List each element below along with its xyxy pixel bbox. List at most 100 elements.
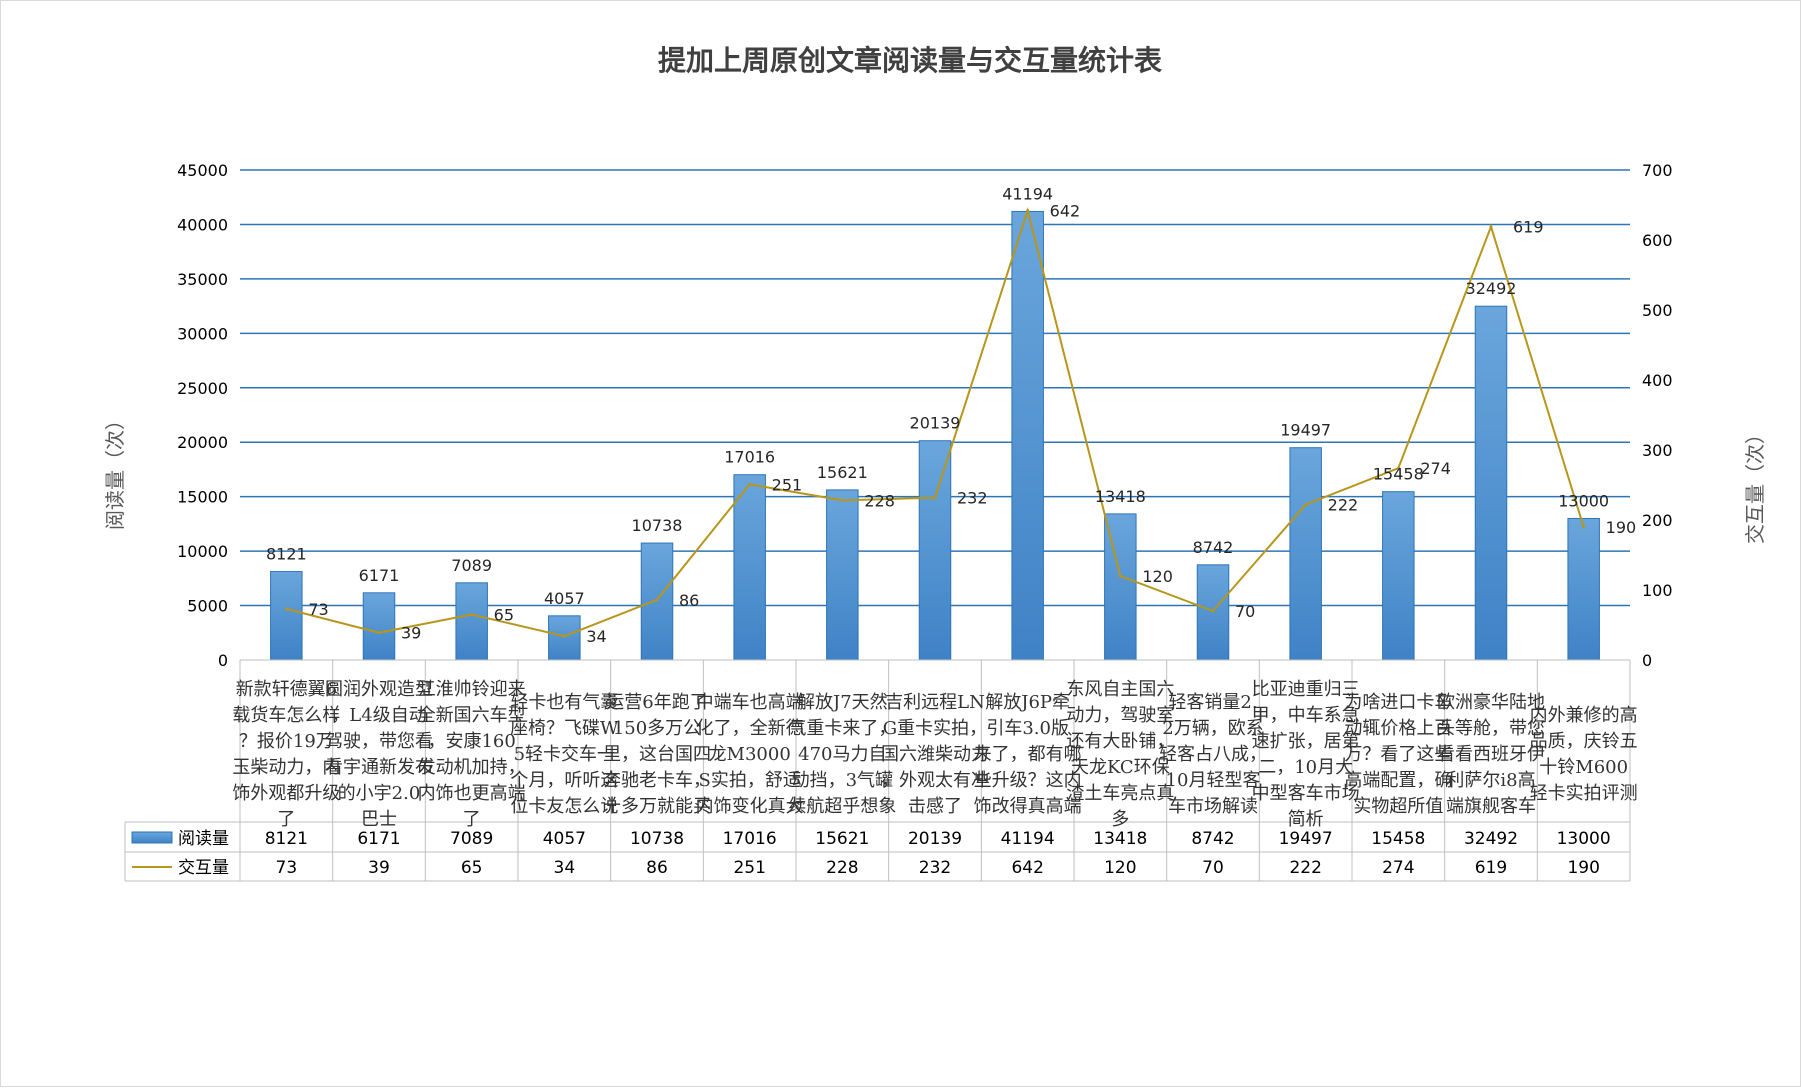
bar-data-label: 17016 [724, 448, 775, 467]
bar [918, 440, 952, 661]
table-cell-reads: 17016 [723, 829, 777, 849]
table-cell-interactions: 642 [1011, 858, 1043, 878]
line-point [933, 496, 937, 500]
y-left-axis-title: 阅读量（次） [103, 410, 127, 530]
table-cell-interactions: 34 [554, 858, 576, 878]
line-point [748, 482, 752, 486]
category-label: 欧洲豪华陆地头等舱，带您看看西班牙伊利萨尔i8高端旗舰客车 [1437, 692, 1545, 817]
bar [548, 615, 581, 661]
line-point [1396, 466, 1400, 470]
line-point [284, 607, 288, 611]
table-cell-interactions: 251 [733, 858, 765, 878]
line-data-label: 251 [772, 475, 803, 494]
line-data-label: 274 [1420, 459, 1451, 478]
table-cell-reads: 19497 [1279, 829, 1333, 849]
line-point [1026, 209, 1030, 213]
y-right-tick-label: 200 [1642, 511, 1673, 530]
line-data-label: 642 [1050, 202, 1081, 221]
table-cell-reads: 8742 [1191, 829, 1234, 849]
category-label: 运营6年跑了 150多万公里，这台国四奔驰老卡车，十多万就能买 [603, 692, 711, 817]
bar [270, 571, 303, 661]
category-label: 吉利远程LN G重卡实拍，国六潍柴动力，外观太有冲击感了 [881, 692, 989, 817]
category-label: 东风自主国六动力，驾驶室还有大卧铺，天龙KC环保渣土车亮点真多 [1066, 679, 1174, 830]
y-right-tick-label: 600 [1642, 231, 1673, 250]
table-cell-interactions: 228 [826, 858, 858, 878]
bar [640, 542, 674, 661]
table-cell-reads: 13418 [1093, 829, 1147, 849]
category-label: 中端车也高端化了，全新德龙M3000 S实拍，舒适内饰变化真大 [696, 692, 804, 817]
line-point [1118, 574, 1122, 578]
data-labels: 8121 6171 7089 4057 10738 17016 15621 20139 4119… [266, 184, 1636, 646]
bar-data-label: 13000 [1558, 491, 1609, 510]
category-label: 江淮帅铃迎来全新国六车型，安康160 发动机加持，内饰也更高端了 [418, 679, 526, 830]
table-cell-interactions: 120 [1104, 858, 1136, 878]
table-cell-reads: 7089 [450, 829, 493, 849]
table-cell-reads: 10738 [630, 829, 684, 849]
table-cell-interactions: 73 [276, 858, 298, 878]
bar [1474, 305, 1508, 661]
line-data-label: 65 [494, 606, 514, 625]
line-point [840, 498, 844, 502]
bar-data-label: 32492 [1466, 279, 1517, 298]
category-label: 比亚迪重归三甲，中车系急速扩张，居第二，10月大中型客车市场简析 [1252, 679, 1360, 830]
y-right-tick-label: 300 [1642, 441, 1673, 460]
line-data-label: 70 [1235, 602, 1255, 621]
bar-data-label: 8742 [1193, 538, 1234, 557]
bar-data-label: 8121 [266, 545, 307, 564]
y-left-tick-label: 25000 [177, 379, 228, 398]
y-left-tick-label: 10000 [177, 542, 228, 561]
table-cell-reads: 15458 [1371, 829, 1425, 849]
category-label: 解放J6P牵引车3.0版来了，都有哪些升级？这内饰改得真高端 [974, 692, 1082, 817]
bar [1567, 517, 1600, 661]
bar [826, 489, 859, 661]
table-cell-interactions: 190 [1567, 858, 1599, 878]
bar [455, 582, 488, 661]
y-left-tick-label: 30000 [177, 324, 228, 343]
y-right-axis-title: 交互量（次） [1743, 424, 1767, 544]
category-label: 内外兼修的高品质，庆铃五十铃M600 轻卡实拍评测 [1530, 705, 1638, 804]
line-data-label: 86 [679, 591, 699, 610]
bar-data-label: 4057 [544, 589, 585, 608]
bar [1382, 491, 1415, 661]
table-cell-interactions: 232 [919, 858, 951, 878]
bar [1011, 210, 1044, 661]
bar [733, 474, 766, 661]
category-label: 为啥进口卡车动辄价格上百万？看了这些高端配置，确实物超所值 [1344, 692, 1452, 817]
bar-data-label: 7089 [451, 556, 492, 575]
line-point [1582, 525, 1586, 529]
line-data-label: 228 [864, 491, 895, 510]
table-cell-interactions: 86 [646, 858, 668, 878]
legend-bar-label: 阅读量 [178, 829, 229, 849]
bar-series [270, 210, 1600, 661]
table-cell-reads: 20139 [908, 829, 962, 849]
bar [362, 592, 396, 661]
line-data-label: 222 [1328, 496, 1359, 515]
category-label: 新款轩德翼6 载货车怎么样？报价19万玉柴动力，内饰外观都升级了 [232, 679, 340, 830]
table-cell-interactions: 619 [1475, 858, 1507, 878]
category-label: 轻卡也有气囊座椅？飞碟W 5轻卡交车一个月，听听这位卡友怎么说 [510, 692, 619, 817]
table-cell-reads: 41194 [1001, 829, 1055, 849]
category-label: 轻客销量2. 2万辆，欧系轻客占八成， 10月轻型客车市场解读 [1159, 692, 1267, 817]
table-cell-interactions: 70 [1202, 858, 1224, 878]
y-left-tick-label: 5000 [187, 597, 228, 616]
bar-data-label: 15458 [1373, 465, 1424, 484]
table-cell-reads: 13000 [1557, 829, 1611, 849]
table-cell-interactions: 222 [1289, 858, 1321, 878]
table-cell-reads: 15621 [815, 829, 869, 849]
legend-line-label: 交互量 [178, 858, 229, 878]
y-right-tick-label: 400 [1642, 371, 1673, 390]
bar-data-label: 15621 [817, 463, 868, 482]
y-left-tick-label: 45000 [177, 161, 228, 180]
y-right-tick-label: 700 [1642, 161, 1673, 180]
line-data-label: 34 [586, 627, 606, 646]
table-cell-reads: 32492 [1464, 829, 1518, 849]
y-left-tick-label: 15000 [177, 488, 228, 507]
line-point [1211, 609, 1215, 613]
line-series [284, 206, 1586, 638]
legend-bar-swatch [131, 831, 173, 844]
bar-data-label: 10738 [632, 516, 683, 535]
bar [1289, 447, 1322, 661]
